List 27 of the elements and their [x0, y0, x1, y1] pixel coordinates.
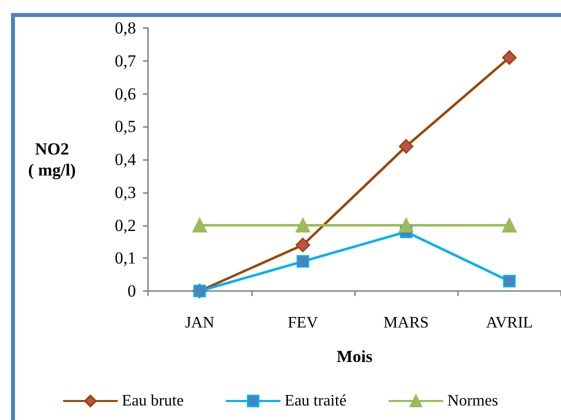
y-tick-label: 0,1	[114, 248, 136, 268]
point	[398, 218, 414, 232]
y-tick-label: 0,8	[114, 18, 136, 38]
x-axis-title: Mois	[336, 347, 373, 366]
x-tick-label: FEV	[288, 314, 318, 332]
point	[502, 50, 517, 65]
y-tick-label: 0,7	[114, 51, 136, 70]
x-tick-label: AVRIL	[486, 314, 533, 332]
legend-label: Normes	[447, 392, 498, 410]
y-tick-label: 0,3	[114, 182, 136, 202]
point	[398, 139, 414, 154]
y-tick-label: 0,2	[114, 216, 136, 235]
y-tick-label: 0,4	[114, 150, 136, 169]
point	[296, 255, 310, 268]
y-tick-label: 0,6	[114, 84, 136, 104]
point	[503, 274, 516, 288]
x-tick-label: JAN	[184, 314, 215, 332]
x-tick-label: MARS	[383, 314, 429, 332]
y-tick-label: 0,5	[114, 117, 136, 136]
point	[296, 218, 310, 232]
y-axis-title: NO2 ( mg/l)	[28, 140, 76, 180]
y-tick-label: 0	[128, 282, 136, 300]
point	[296, 238, 310, 252]
legend-label: Eau brute	[122, 392, 184, 410]
point	[192, 218, 207, 232]
legend-label: Eau traité	[284, 392, 346, 410]
point	[502, 218, 517, 232]
